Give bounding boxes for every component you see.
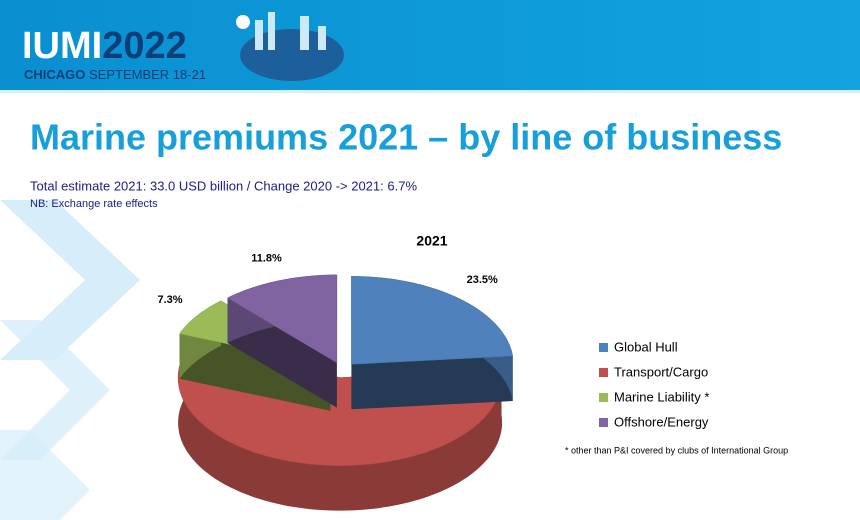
legend-swatch	[599, 368, 608, 377]
data-label: 11.8%	[251, 252, 282, 264]
slice-side	[178, 345, 503, 511]
data-label: 7.3%	[157, 294, 182, 306]
legend-swatch	[599, 393, 608, 402]
slice	[351, 276, 514, 365]
footnote: * other than P&I covered by clubs of Int…	[565, 445, 788, 455]
legend-swatch	[599, 418, 608, 427]
logo-dates: SEPTEMBER 18-21	[89, 67, 206, 82]
logo-sub: CHICAGO SEPTEMBER 18-21	[24, 67, 206, 82]
legend-swatch	[599, 343, 608, 352]
slice-side	[351, 356, 513, 410]
chart-title: 2021	[416, 233, 447, 249]
slice-side	[179, 333, 331, 411]
header-rule	[0, 90, 860, 93]
legend-label: Transport/Cargo	[614, 364, 708, 379]
note: NB: Exchange rate effects	[30, 198, 158, 210]
slide-title: Marine premiums 2021 – by line of busine…	[30, 117, 782, 158]
subtitle: Total estimate 2021: 33.0 USD billion / …	[30, 178, 417, 193]
logo-city: CHICAGO	[24, 67, 85, 82]
legend-label: Offshore/Energy	[614, 414, 709, 429]
logo-year: 2022	[102, 25, 187, 67]
legend-label: Marine Liability *	[614, 389, 709, 404]
header-bar	[0, 0, 860, 90]
logo-brand: IUMI	[22, 25, 102, 67]
logo-art	[236, 12, 344, 81]
logo: IUMI2022	[22, 25, 187, 67]
slice	[226, 274, 338, 364]
chevrons	[0, 200, 140, 520]
legend-label: Global Hull	[614, 339, 678, 354]
data-label: 23.5%	[467, 274, 498, 286]
